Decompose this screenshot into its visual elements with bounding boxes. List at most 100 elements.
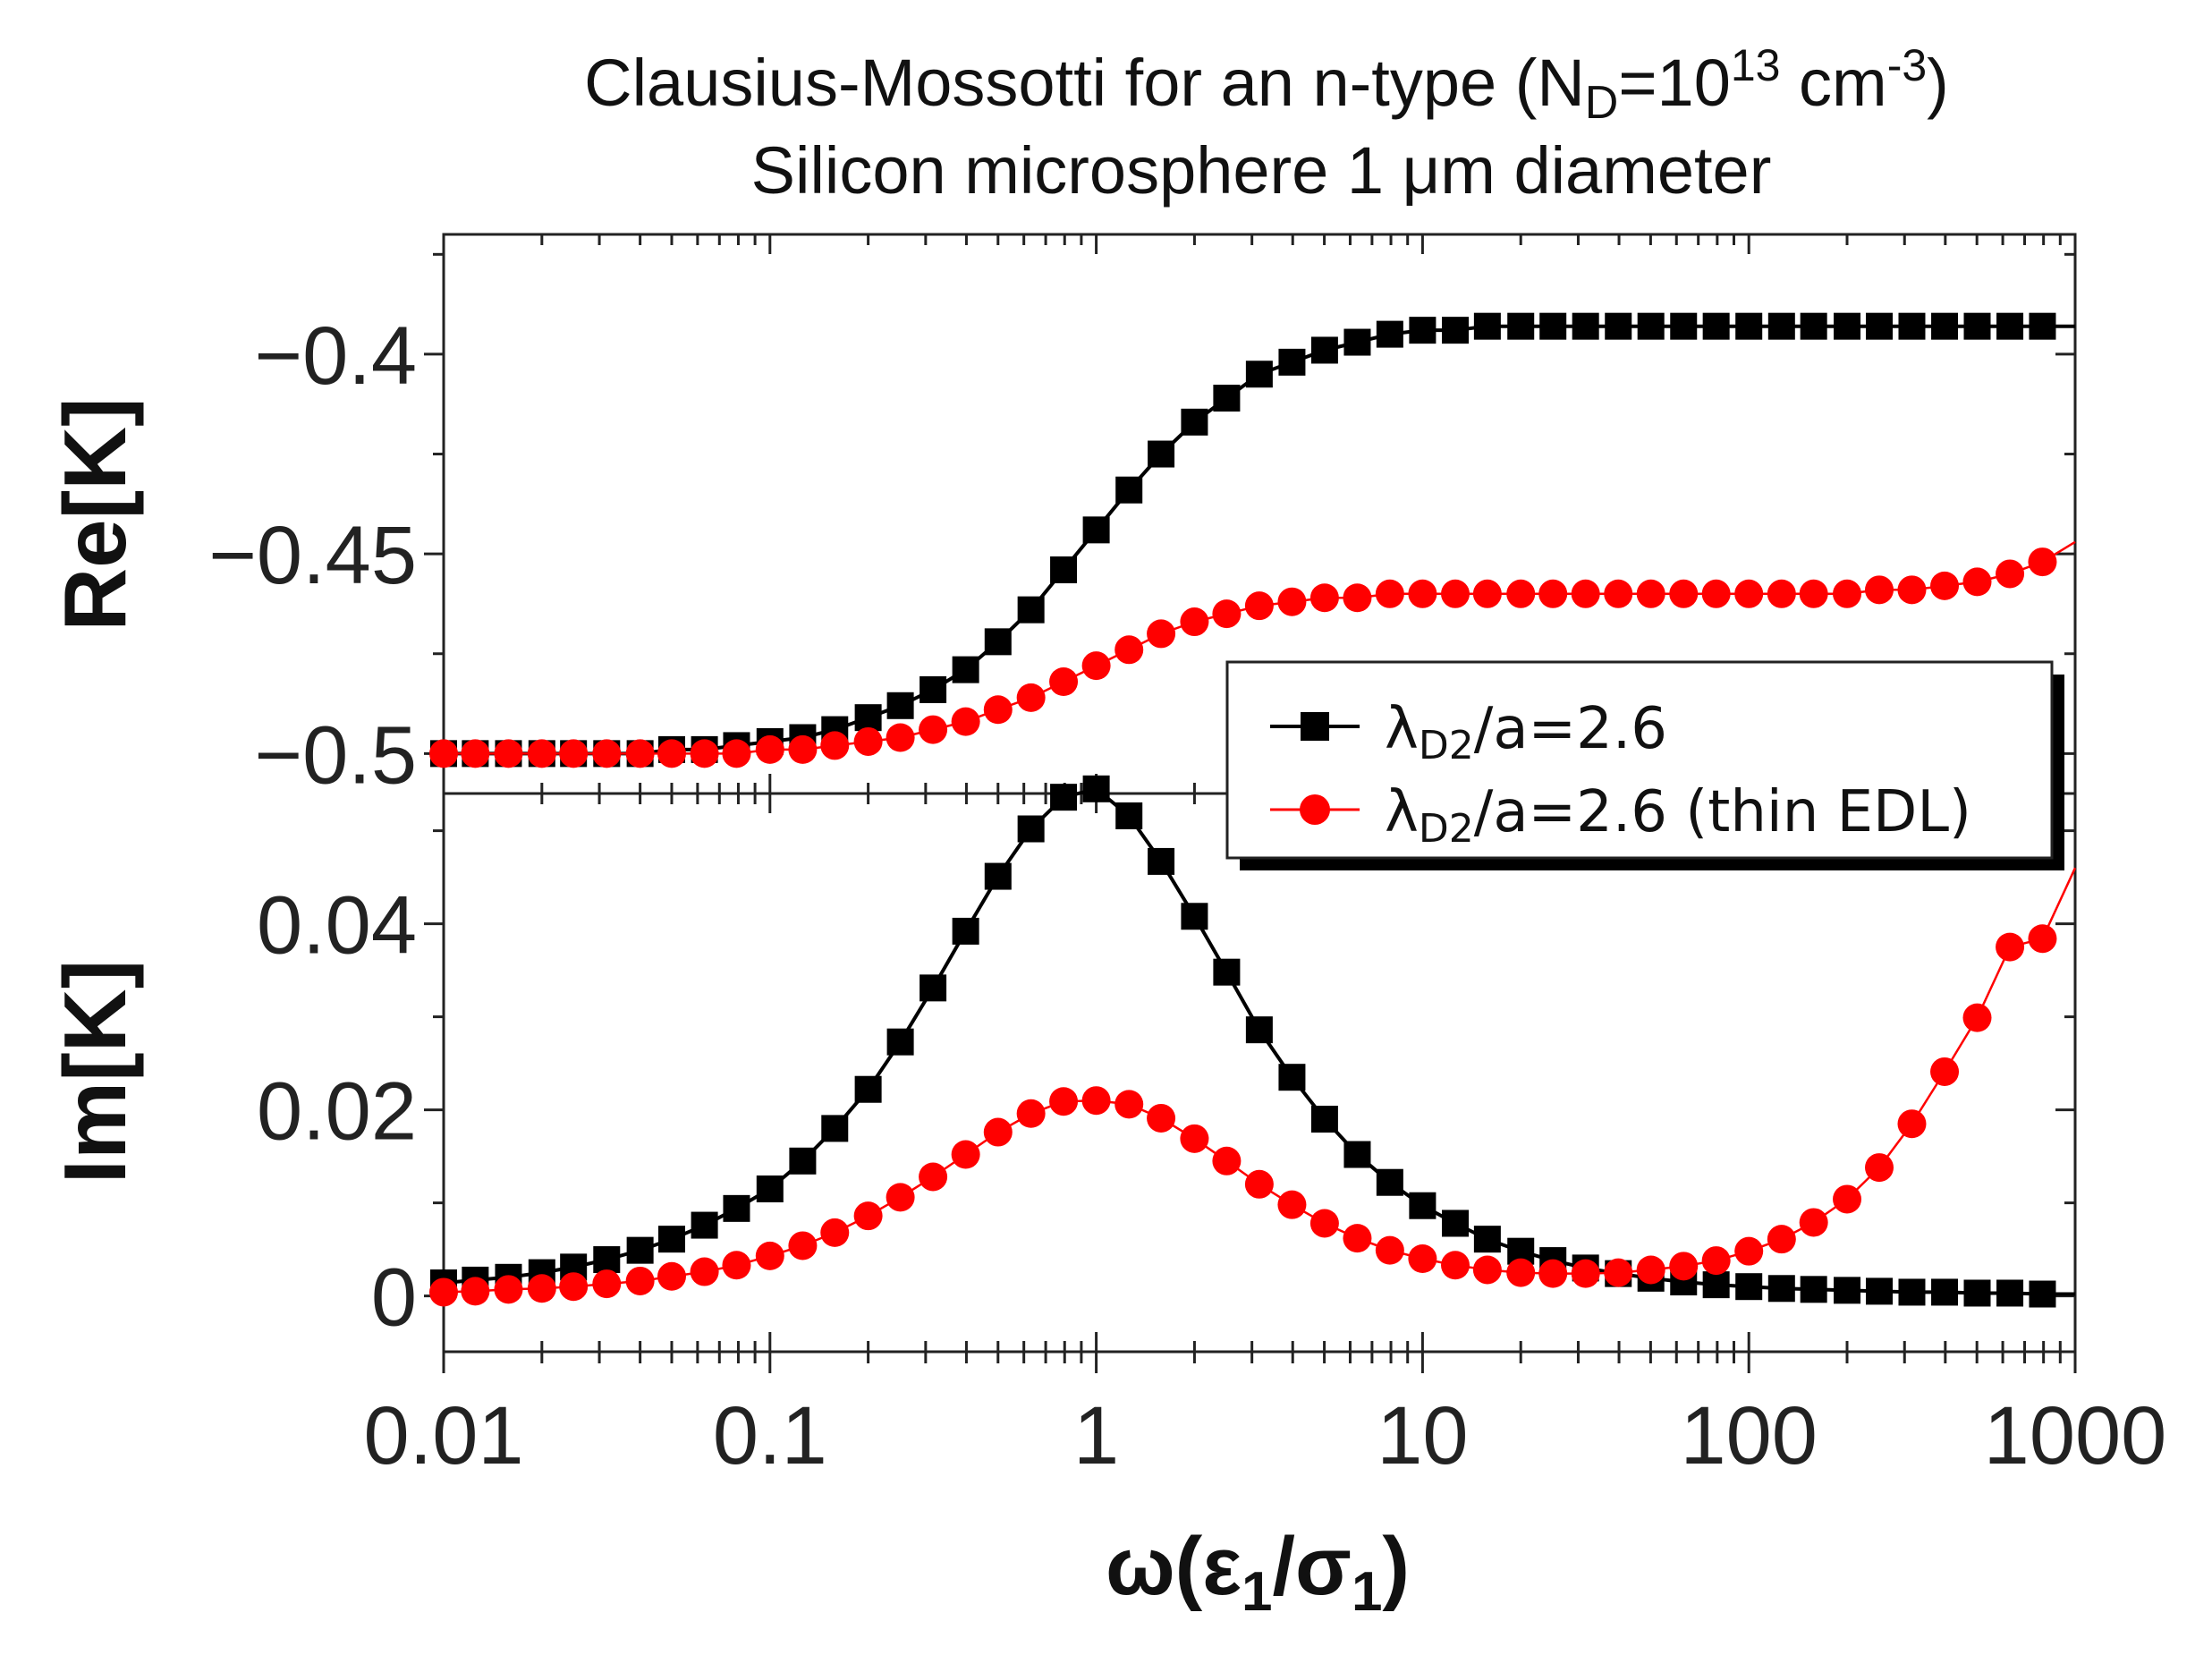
data-point-im-a [1343, 1141, 1371, 1168]
data-point-im-b [429, 1277, 458, 1307]
data-point-re-b [1244, 591, 1274, 621]
x-tick-label: 0.01 [363, 1390, 523, 1481]
data-point-re-b [820, 731, 850, 760]
data-point-im-a [789, 1147, 817, 1175]
data-point-im-b [1375, 1235, 1404, 1265]
data-point-im-a [1963, 1279, 1991, 1307]
legend-label-b: λD2/a=2.6 (thin EDL) [1385, 779, 1971, 852]
data-point-im-a [723, 1194, 750, 1222]
data-point-re-a [1800, 312, 1827, 340]
data-point-re-a [1278, 348, 1306, 376]
data-point-im-b [461, 1277, 490, 1306]
data-point-im-b [690, 1257, 719, 1286]
data-point-re-b [461, 739, 490, 768]
data-point-re-a [1866, 312, 1894, 340]
data-point-re-b [1277, 587, 1307, 616]
data-point-im-a [2029, 1280, 2056, 1308]
y-tick-label-im: 0 [371, 1252, 417, 1344]
data-point-re-b [1767, 579, 1796, 608]
legend-label-a: λD2/a=2.6 [1385, 696, 1667, 768]
data-point-re-a [1898, 312, 1926, 340]
data-point-im-a [1800, 1276, 1827, 1303]
data-point-re-a [1539, 312, 1567, 340]
data-point-re-a [1996, 312, 2024, 340]
data-point-re-b [527, 739, 556, 768]
data-point-re-b [788, 734, 818, 764]
data-point-re-a [1670, 312, 1698, 340]
x-tick-label: 100 [1680, 1390, 1818, 1481]
x-tick-label: 1 [1073, 1390, 1119, 1481]
data-point-re-a [1409, 317, 1437, 344]
data-point-re-b [1343, 583, 1372, 613]
data-point-im-b [788, 1231, 818, 1260]
data-point-re-b [1212, 599, 1242, 629]
data-point-re-a [1115, 476, 1143, 504]
data-point-re-b [722, 739, 751, 768]
data-point-re-a [952, 656, 979, 683]
data-point-re-a [854, 704, 882, 732]
data-point-im-a [1735, 1273, 1763, 1301]
series-group-re [429, 312, 2076, 768]
data-point-im-b [1538, 1259, 1568, 1288]
data-point-re-a [1931, 312, 1959, 340]
data-point-im-a [1409, 1192, 1437, 1219]
data-point-re-b [1016, 683, 1046, 712]
data-point-im-a [1996, 1279, 2024, 1307]
data-point-re-a [1181, 408, 1208, 436]
panel-imaginary-part: 0.04 0.02 0 Im[K] [46, 775, 2077, 1354]
chart-title-line2: Silicon microsphere 1 μm diameter [751, 133, 1772, 208]
data-point-im-a [1278, 1064, 1306, 1091]
data-point-re-b [951, 707, 980, 736]
data-point-re-a [1767, 312, 1795, 340]
data-point-im-a [1834, 1277, 1861, 1304]
data-point-im-b [1472, 1255, 1502, 1285]
data-point-re-b [625, 739, 655, 768]
panel-real-part: −0.4 −0.45 −0.5 Re[K] [46, 233, 2077, 801]
data-point-im-b [755, 1241, 784, 1270]
data-point-im-b [1767, 1225, 1796, 1254]
legend-marker-circle [1300, 794, 1330, 825]
y-tick-label-im: 0.04 [257, 880, 417, 972]
data-point-im-a [1702, 1271, 1730, 1299]
data-point-im-b [951, 1140, 980, 1169]
data-point-re-b [1147, 619, 1176, 649]
data-point-re-b [559, 739, 589, 768]
x-tick-label: 10 [1377, 1390, 1468, 1481]
data-point-im-b [919, 1162, 948, 1192]
data-point-im-b [1408, 1244, 1437, 1273]
data-point-im-b [722, 1251, 751, 1280]
x-axis-label: ω(ε1/σ1) [1106, 1521, 1410, 1623]
data-point-im-a [984, 862, 1012, 890]
data-point-im-b [1147, 1103, 1176, 1133]
data-point-im-a [1310, 1106, 1338, 1133]
data-point-im-a [626, 1236, 654, 1264]
data-point-im-a [1767, 1275, 1795, 1303]
data-point-re-b [1538, 579, 1568, 608]
y-tick-label-re: −0.45 [208, 510, 417, 601]
data-point-re-b [1309, 583, 1339, 613]
data-point-im-b [1343, 1224, 1372, 1253]
data-point-im-a [1148, 847, 1175, 875]
data-point-re-a [1148, 440, 1175, 468]
data-point-re-b [919, 715, 948, 744]
data-point-re-a [1310, 336, 1338, 364]
data-point-im-b [1277, 1190, 1307, 1219]
data-point-re-a [1637, 312, 1665, 340]
data-point-im-a [1473, 1226, 1501, 1253]
data-point-im-b [886, 1183, 915, 1212]
data-point-re-a [1082, 516, 1110, 544]
y-tick-label-re: −0.4 [254, 310, 417, 402]
chart-title-line1: Clausius-Mossotti for an n-type (ND=1013… [584, 40, 1949, 129]
data-point-im-a [756, 1175, 784, 1202]
data-point-re-b [1669, 579, 1699, 608]
data-point-im-b [1049, 1087, 1079, 1116]
data-point-im-a [1376, 1168, 1403, 1196]
data-point-im-b [820, 1218, 850, 1247]
plot-frame-im [442, 792, 2077, 1354]
data-point-re-b [1734, 579, 1764, 608]
data-point-re-a [1572, 312, 1599, 340]
data-point-re-a [1245, 361, 1273, 388]
data-point-re-b [2028, 547, 2057, 577]
data-point-im-b [1962, 1003, 1992, 1032]
data-point-re-b [1930, 571, 1960, 600]
